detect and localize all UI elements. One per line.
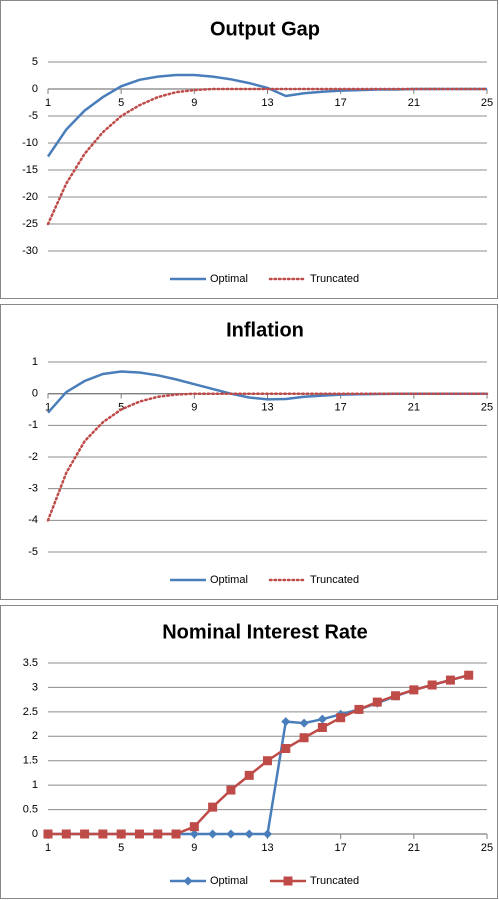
x-tick-label: 17 [335, 842, 347, 854]
legend-label: Truncated [310, 875, 359, 887]
marker [171, 829, 181, 839]
y-tick-label: -2 [28, 451, 38, 463]
marker [244, 829, 254, 839]
legend-label: Truncated [310, 574, 359, 586]
x-tick-label: 5 [118, 97, 124, 109]
y-tick-label: 0 [32, 388, 38, 400]
legend-label: Optimal [210, 875, 248, 887]
marker [299, 718, 309, 728]
x-tick-label: 1 [45, 97, 51, 109]
x-tick-label: 25 [481, 97, 493, 109]
chart-title: Output Gap [210, 18, 320, 40]
chart-title: Nominal Interest Rate [162, 621, 368, 643]
marker [317, 714, 327, 724]
x-tick-label: 17 [335, 97, 347, 109]
y-tick-label: -3 [28, 483, 38, 495]
x-tick-label: 13 [261, 402, 273, 414]
y-tick-label: 0 [32, 828, 38, 840]
x-tick-label: 21 [408, 402, 420, 414]
x-tick-label: 25 [481, 402, 493, 414]
y-tick-label: 1 [32, 779, 38, 791]
panel [0, 605, 498, 899]
marker [445, 675, 455, 685]
legend-marker [283, 876, 293, 886]
marker [281, 717, 291, 727]
y-tick-label: -25 [22, 218, 38, 230]
panel [0, 0, 498, 299]
x-tick-label: 1 [45, 402, 51, 414]
x-tick-label: 5 [118, 402, 124, 414]
y-tick-label: 0 [32, 83, 38, 95]
y-tick-label: 1.5 [23, 755, 38, 767]
x-tick-label: 13 [261, 842, 273, 854]
marker [153, 829, 163, 839]
y-tick-label: 3 [32, 681, 38, 693]
marker [427, 680, 437, 690]
marker [299, 733, 309, 743]
y-tick-label: -4 [28, 514, 38, 526]
panel [0, 304, 498, 600]
x-tick-label: 21 [408, 97, 420, 109]
marker [281, 744, 291, 753]
marker [354, 704, 364, 714]
x-tick-label: 17 [335, 402, 347, 414]
y-tick-label: -15 [22, 164, 38, 176]
marker [464, 670, 474, 680]
marker [80, 829, 90, 839]
marker [98, 829, 108, 839]
x-tick-label: 9 [191, 402, 197, 414]
x-tick-label: 9 [191, 842, 197, 854]
y-tick-label: -20 [22, 191, 38, 203]
y-tick-label: 2 [32, 730, 38, 742]
series-line [46, 87, 489, 226]
marker [134, 829, 144, 839]
series-line [46, 392, 489, 522]
marker [372, 697, 382, 707]
y-tick-label: 3.5 [23, 657, 38, 669]
legend-label: Optimal [210, 574, 248, 586]
legend-label: Truncated [310, 273, 359, 285]
marker [263, 829, 272, 839]
marker [226, 829, 236, 839]
legend-label: Optimal [210, 273, 248, 285]
x-tick-label: 1 [45, 842, 51, 854]
marker [244, 770, 254, 780]
marker [317, 722, 327, 732]
marker [189, 822, 199, 832]
y-tick-label: -10 [22, 137, 38, 149]
x-tick-label: 9 [191, 97, 197, 109]
marker [208, 802, 218, 812]
y-tick-label: -5 [28, 546, 38, 558]
y-tick-label: -1 [28, 419, 38, 431]
marker [391, 691, 401, 701]
marker [409, 685, 419, 695]
marker [43, 829, 53, 839]
marker [336, 713, 346, 723]
marker [61, 829, 71, 839]
x-tick-label: 21 [408, 842, 420, 854]
y-tick-label: 5 [32, 56, 38, 68]
y-tick-label: 0.5 [23, 803, 38, 815]
x-tick-label: 13 [261, 97, 273, 109]
marker [116, 829, 126, 839]
y-tick-label: -5 [28, 110, 38, 122]
marker [189, 829, 199, 839]
y-tick-label: -30 [22, 245, 38, 257]
y-tick-label: 1 [32, 356, 38, 368]
marker [208, 829, 218, 839]
x-tick-label: 5 [118, 842, 124, 854]
legend-marker [183, 876, 193, 886]
marker [226, 785, 236, 795]
marker [263, 756, 272, 766]
y-tick-label: 2.5 [23, 706, 38, 718]
x-tick-label: 25 [481, 842, 493, 854]
chart-title: Inflation [226, 319, 304, 341]
